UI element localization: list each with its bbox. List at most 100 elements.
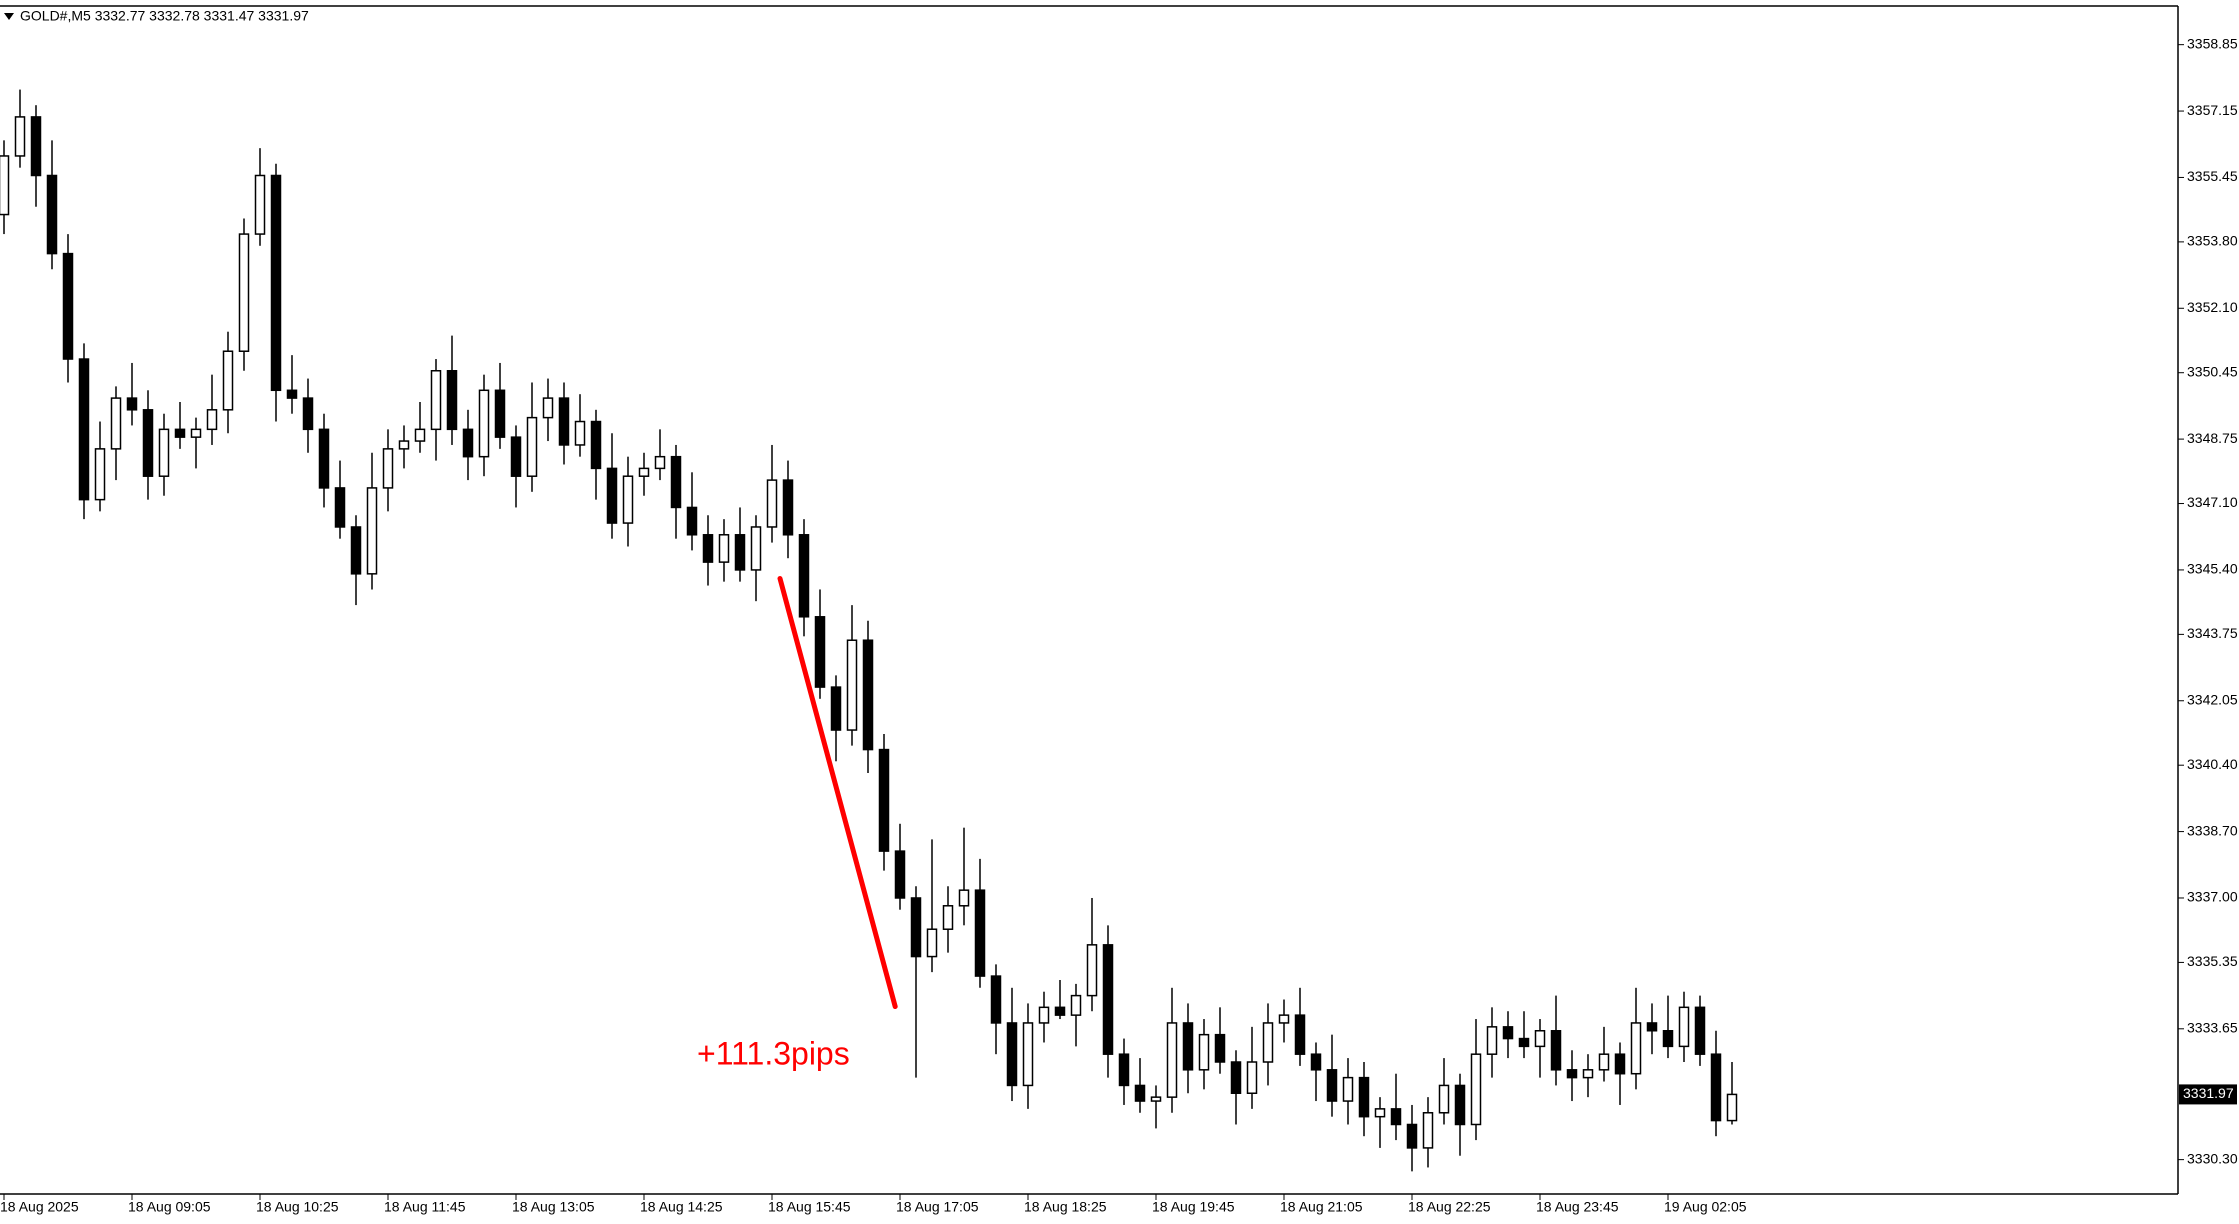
candle-body — [1694, 1006, 1706, 1055]
candle-body — [94, 448, 106, 501]
x-tick-label: 18 Aug 14:25 — [640, 1199, 723, 1215]
candle-body — [286, 389, 298, 399]
candle-body — [1374, 1108, 1386, 1118]
candle-body — [1726, 1093, 1738, 1122]
candle-body — [270, 174, 282, 392]
candle-body — [542, 397, 554, 419]
candle-body — [1310, 1053, 1322, 1071]
candle-body — [830, 686, 842, 731]
y-tick-label: 3337.00 — [2187, 889, 2238, 905]
candle-body — [1390, 1108, 1402, 1126]
candle-body — [1198, 1033, 1210, 1071]
x-tick-label: 18 Aug 17:05 — [896, 1199, 979, 1215]
candle-body — [1662, 1030, 1674, 1048]
candle-body — [1294, 1014, 1306, 1055]
candle-body — [590, 420, 602, 470]
candle-body — [1438, 1084, 1450, 1114]
candle-body — [478, 389, 490, 458]
candle-body — [254, 174, 266, 235]
candle-body — [1230, 1061, 1242, 1094]
y-tick-label: 3353.80 — [2187, 233, 2238, 249]
menu-triangle[interactable] — [4, 13, 14, 20]
y-tick-label: 3345.40 — [2187, 561, 2238, 577]
x-tick-label: 18 Aug 18:25 — [1024, 1199, 1107, 1215]
candle-body — [430, 370, 442, 431]
candle-body — [1070, 994, 1082, 1016]
candle-body — [750, 526, 762, 571]
candle-body — [446, 370, 458, 431]
candle-body — [638, 467, 650, 477]
candle-body — [382, 448, 394, 489]
candle-body — [1566, 1069, 1578, 1079]
candle-body — [958, 889, 970, 907]
y-tick-label: 3357.15 — [2187, 102, 2238, 118]
candle-body — [1646, 1022, 1658, 1032]
candle-body — [1166, 1022, 1178, 1098]
candle-body — [1214, 1033, 1226, 1063]
candle-body — [798, 534, 810, 618]
candle-body — [1326, 1069, 1338, 1102]
candle-body — [494, 389, 506, 438]
candle-body — [78, 358, 90, 501]
candle-body — [846, 639, 858, 731]
last-price-box — [2179, 1084, 2237, 1105]
candle-body — [974, 889, 986, 977]
candle-body — [1550, 1030, 1562, 1071]
candle-body — [222, 350, 234, 411]
candle-body — [62, 252, 74, 360]
candle-body — [670, 455, 682, 509]
candle-body — [350, 526, 362, 575]
candle-body — [606, 467, 618, 524]
candle-body — [1598, 1053, 1610, 1071]
candle-body — [878, 748, 890, 852]
candle-body — [702, 534, 714, 563]
y-tick-label: 3338.70 — [2187, 822, 2238, 838]
candle-body — [1134, 1084, 1146, 1102]
candle-body — [1630, 1022, 1642, 1075]
x-tick-label: 18 Aug 23:45 — [1536, 1199, 1619, 1215]
candle-body — [1470, 1053, 1482, 1126]
candle-body — [318, 428, 330, 489]
y-tick-label: 3347.10 — [2187, 494, 2238, 510]
annotation: +111.3pips — [697, 1035, 850, 1071]
candle-body — [238, 233, 250, 352]
candle-body — [30, 116, 42, 177]
y-tick-label: 3340.40 — [2187, 756, 2238, 772]
candle-body — [334, 487, 346, 528]
candle-body — [1502, 1026, 1514, 1040]
candle-body — [190, 428, 202, 438]
candle-body — [1038, 1006, 1050, 1024]
candle-body — [1406, 1123, 1418, 1149]
candle-body — [398, 440, 410, 450]
candle-body — [1678, 1006, 1690, 1048]
candle-body — [1182, 1022, 1194, 1071]
candle-body — [1150, 1096, 1162, 1102]
candle-body — [558, 397, 570, 446]
candle-body — [1614, 1053, 1626, 1075]
candle-body — [526, 416, 538, 477]
candle-body — [1342, 1076, 1354, 1102]
candle-body — [126, 397, 138, 411]
candle-body — [302, 397, 314, 431]
y-tick-label: 3348.75 — [2187, 430, 2238, 446]
candle-body — [206, 409, 218, 431]
candle-body — [1422, 1112, 1434, 1149]
candle-body — [510, 436, 522, 477]
candle-body — [366, 487, 378, 575]
x-tick-label: 18 Aug 10:25 — [256, 1199, 339, 1215]
x-tick-label: 18 Aug 15:45 — [768, 1199, 851, 1215]
candle-body — [1486, 1026, 1498, 1055]
candle-body — [414, 428, 426, 442]
trendline — [777, 576, 898, 1010]
candle-body — [1518, 1037, 1530, 1048]
last-price-label: 3331.97 — [2183, 1085, 2234, 1101]
candle-body — [1054, 1006, 1066, 1016]
candle-body — [766, 479, 778, 528]
x-tick-label: 18 Aug 13:05 — [512, 1199, 595, 1215]
candle-body — [574, 420, 586, 446]
candle-body — [110, 397, 122, 450]
y-tick-label: 3352.10 — [2187, 299, 2238, 315]
candle-body — [622, 475, 634, 524]
